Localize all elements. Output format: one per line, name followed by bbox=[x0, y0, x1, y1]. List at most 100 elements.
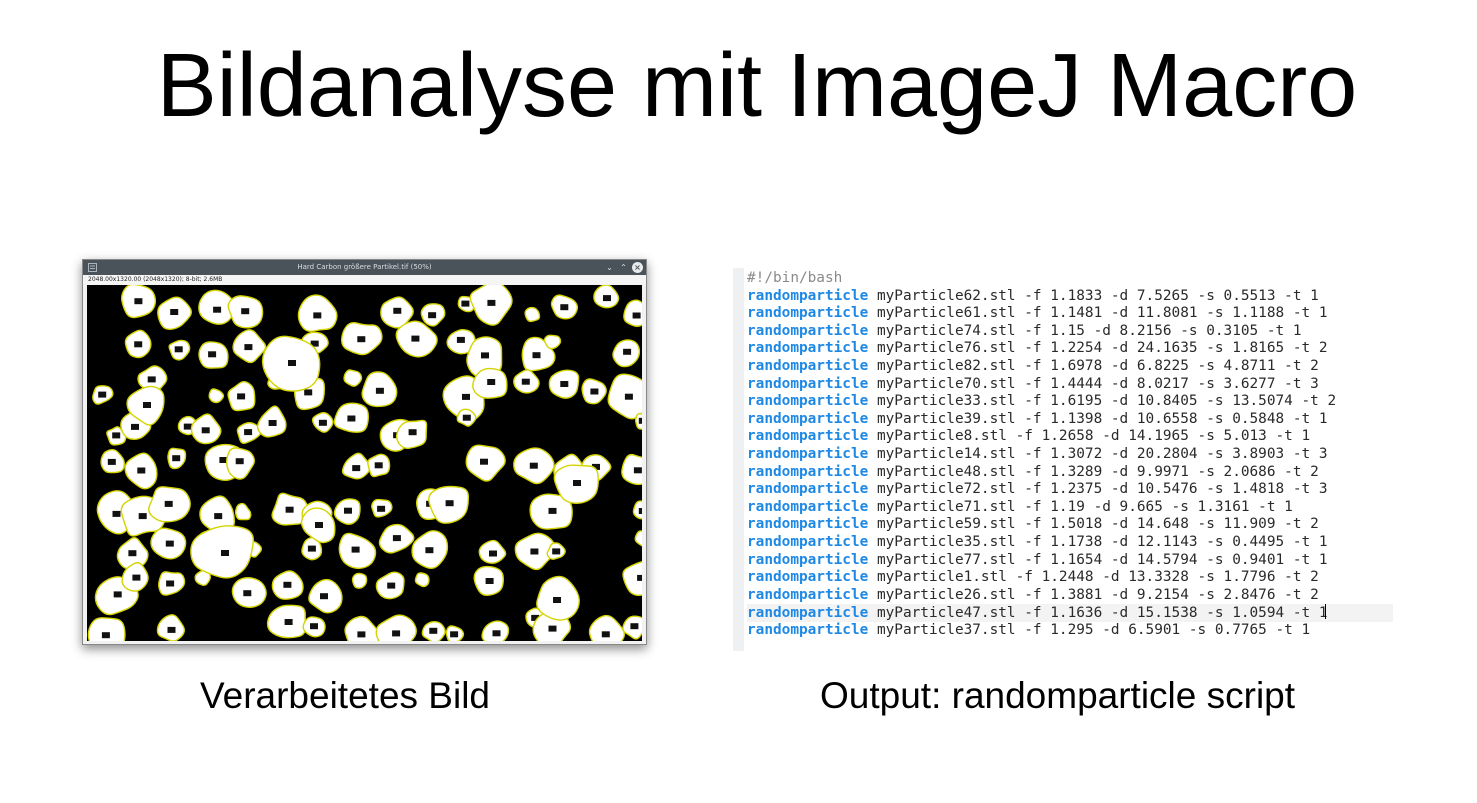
particle-label-marker bbox=[112, 432, 121, 439]
command-args: myParticle74.stl -f 1.15 -d 8.2156 -s 0.… bbox=[876, 322, 1302, 339]
command-args: myParticle26.stl -f 1.3881 -d 9.2154 -s … bbox=[876, 586, 1319, 603]
command-args: myParticle35.stl -f 1.1738 -d 12.1143 -s… bbox=[876, 533, 1328, 550]
code-line-shebang[interactable]: #!/bin/bash bbox=[747, 270, 1393, 288]
command-keyword: randomparticle bbox=[747, 605, 869, 622]
particle-label-marker bbox=[481, 352, 489, 359]
particle-blob bbox=[87, 617, 126, 641]
particle-label-marker bbox=[318, 419, 327, 426]
particle-blob bbox=[208, 388, 225, 404]
code-line[interactable]: randomparticle myParticle37.stl -f 1.295… bbox=[747, 622, 1393, 640]
particle-label-marker bbox=[243, 590, 252, 597]
command-keyword: randomparticle bbox=[747, 357, 869, 374]
code-line[interactable]: randomparticle myParticle48.stl -f 1.328… bbox=[747, 464, 1393, 482]
command-args: myParticle70.stl -f 1.4444 -d 8.0217 -s … bbox=[876, 375, 1319, 392]
particle-label-marker bbox=[268, 420, 277, 426]
code-line[interactable]: randomparticle myParticle39.stl -f 1.139… bbox=[747, 411, 1393, 429]
particle-label-marker bbox=[320, 593, 328, 600]
code-line[interactable]: randomparticle myParticle77.stl -f 1.165… bbox=[747, 552, 1393, 570]
particle-label-marker bbox=[134, 341, 143, 348]
particle-label-marker bbox=[201, 427, 210, 434]
right-caption: Output: randomparticle script bbox=[820, 675, 1296, 716]
code-line[interactable]: randomparticle myParticle82.stl -f 1.697… bbox=[747, 358, 1393, 376]
code-line[interactable]: randomparticle myParticle33.stl -f 1.619… bbox=[747, 393, 1393, 411]
particle-label-marker bbox=[113, 591, 122, 598]
particle-label-marker bbox=[310, 623, 318, 630]
code-line[interactable]: randomparticle myParticle8.stl -f 1.2658… bbox=[747, 428, 1393, 446]
particle-label-marker bbox=[351, 546, 360, 553]
code-line[interactable]: randomparticle myParticle76.stl -f 1.225… bbox=[747, 340, 1393, 358]
particle-label-marker bbox=[408, 429, 417, 436]
code-line[interactable]: randomparticle myParticle59.stl -f 1.501… bbox=[747, 516, 1393, 534]
script-editor[interactable]: #!/bin/bash randomparticle myParticle62.s… bbox=[733, 268, 1393, 652]
app-menu-icon[interactable] bbox=[88, 263, 97, 272]
minimize-icon[interactable]: ⌄ bbox=[606, 263, 613, 272]
particle-label-marker bbox=[138, 513, 147, 520]
particle-label-marker bbox=[393, 307, 402, 314]
particle-label-marker bbox=[166, 580, 175, 587]
command-keyword: randomparticle bbox=[747, 340, 869, 357]
command-keyword: randomparticle bbox=[747, 305, 869, 322]
particle-label-marker bbox=[462, 393, 470, 400]
particle-label-marker bbox=[450, 631, 459, 638]
imagej-image-window[interactable]: Hard Carbon größere Partikel.tif (50%) ⌄… bbox=[82, 259, 647, 645]
particle-label-marker bbox=[310, 340, 319, 347]
command-args: myParticle59.stl -f 1.5018 -d 14.648 -s … bbox=[876, 516, 1319, 533]
window-titlebar[interactable]: Hard Carbon größere Partikel.tif (50%) ⌄… bbox=[83, 260, 646, 275]
particle-label-marker bbox=[623, 348, 632, 355]
code-line[interactable]: randomparticle myParticle47.stl -f 1.163… bbox=[747, 604, 1393, 622]
command-args: myParticle71.stl -f 1.19 -d 9.665 -s 1.3… bbox=[876, 498, 1293, 515]
particle-label-marker bbox=[174, 346, 183, 353]
particle-label-marker bbox=[284, 619, 293, 625]
particle-image[interactable] bbox=[87, 285, 642, 641]
particle-label-marker bbox=[462, 414, 471, 421]
particle-blob bbox=[414, 572, 430, 588]
command-args: myParticle48.stl -f 1.3289 -d 9.9971 -s … bbox=[876, 463, 1319, 480]
command-args: myParticle61.stl -f 1.1481 -d 11.8081 -s… bbox=[876, 305, 1328, 322]
image-info-bar: 2048.00x1320.00 (2048x1320); 8-bit; 2.6M… bbox=[83, 275, 646, 284]
code-line[interactable]: randomparticle myParticle1.stl -f 1.2448… bbox=[747, 569, 1393, 587]
particle-label-marker bbox=[131, 423, 139, 430]
code-line[interactable]: randomparticle myParticle71.stl -f 1.19 … bbox=[747, 499, 1393, 517]
code-line[interactable]: randomparticle myParticle14.stl -f 1.307… bbox=[747, 446, 1393, 464]
particle-label-marker bbox=[592, 463, 600, 470]
particle-label-marker bbox=[411, 335, 420, 342]
code-line[interactable]: randomparticle myParticle62.stl -f 1.183… bbox=[747, 288, 1393, 306]
particle-label-marker bbox=[573, 480, 581, 486]
particle-blob bbox=[632, 500, 642, 520]
particle-blob bbox=[343, 369, 363, 387]
command-keyword: randomparticle bbox=[747, 445, 869, 462]
particle-label-marker bbox=[492, 630, 501, 637]
particle-label-marker bbox=[170, 309, 179, 315]
particle-label-marker bbox=[548, 625, 557, 632]
code-line[interactable]: randomparticle myParticle26.stl -f 1.388… bbox=[747, 587, 1393, 605]
particle-label-marker bbox=[553, 597, 561, 603]
particle-label-marker bbox=[208, 351, 217, 358]
particle-label-marker bbox=[461, 300, 470, 307]
particle-label-marker bbox=[428, 312, 437, 319]
maximize-icon[interactable]: ⌃ bbox=[620, 263, 627, 272]
command-args: myParticle47.stl -f 1.1636 -d 15.1538 -s… bbox=[876, 605, 1328, 622]
particle-label-marker bbox=[112, 510, 121, 517]
code-line[interactable]: randomparticle myParticle72.stl -f 1.237… bbox=[747, 481, 1393, 499]
particle-label-marker bbox=[244, 429, 253, 436]
particle-label-marker bbox=[560, 304, 569, 311]
particle-label-marker bbox=[98, 391, 107, 398]
particle-label-marker bbox=[128, 550, 137, 557]
command-keyword: randomparticle bbox=[747, 498, 869, 515]
code-line[interactable]: randomparticle myParticle70.stl -f 1.444… bbox=[747, 376, 1393, 394]
particle-label-marker bbox=[429, 627, 438, 634]
particle-label-marker bbox=[304, 389, 313, 396]
code-line[interactable]: randomparticle myParticle74.stl -f 1.15 … bbox=[747, 323, 1393, 341]
close-icon[interactable]: × bbox=[632, 262, 643, 273]
code-line[interactable]: randomparticle myParticle35.stl -f 1.173… bbox=[747, 534, 1393, 552]
command-keyword: randomparticle bbox=[747, 533, 869, 550]
particle-label-marker bbox=[633, 467, 642, 474]
command-args: myParticle76.stl -f 1.2254 -d 24.1635 -s… bbox=[876, 340, 1328, 357]
particle-label-marker bbox=[214, 513, 223, 520]
particle-label-marker bbox=[638, 508, 642, 514]
particle-label-marker bbox=[143, 402, 151, 408]
particle-label-marker bbox=[521, 378, 530, 385]
shebang-text: #!/bin/bash bbox=[747, 270, 843, 286]
code-line[interactable]: randomparticle myParticle61.stl -f 1.148… bbox=[747, 305, 1393, 323]
command-args: myParticle37.stl -f 1.295 -d 6.5901 -s 0… bbox=[876, 621, 1311, 638]
